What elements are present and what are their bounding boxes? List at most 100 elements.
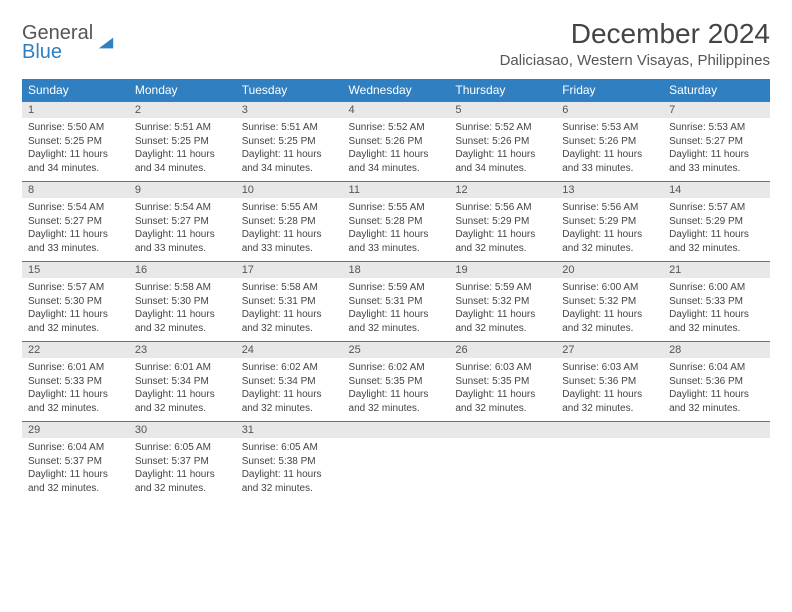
day-number: 31: [236, 422, 343, 438]
day-details: Sunrise: 6:02 AMSunset: 5:35 PMDaylight:…: [343, 358, 450, 421]
day-details: Sunrise: 5:55 AMSunset: 5:28 PMDaylight:…: [236, 198, 343, 261]
day-header: Saturday: [663, 79, 770, 102]
day-number: 25: [343, 342, 450, 358]
calendar-cell: 6Sunrise: 5:53 AMSunset: 5:26 PMDaylight…: [556, 102, 663, 182]
month-title: December 2024: [500, 18, 770, 50]
day-details: Sunrise: 6:00 AMSunset: 5:33 PMDaylight:…: [663, 278, 770, 341]
calendar-cell: 9Sunrise: 5:54 AMSunset: 5:27 PMDaylight…: [129, 182, 236, 262]
day-header: Wednesday: [343, 79, 450, 102]
day-header-row: Sunday Monday Tuesday Wednesday Thursday…: [22, 79, 770, 102]
day-number: 17: [236, 262, 343, 278]
day-number: 19: [449, 262, 556, 278]
title-block: December 2024 Daliciasao, Western Visaya…: [500, 18, 770, 69]
day-details: Sunrise: 5:57 AMSunset: 5:30 PMDaylight:…: [22, 278, 129, 341]
calendar-cell: [663, 422, 770, 502]
calendar-cell: 15Sunrise: 5:57 AMSunset: 5:30 PMDayligh…: [22, 262, 129, 342]
day-header: Tuesday: [236, 79, 343, 102]
calendar-cell: 23Sunrise: 6:01 AMSunset: 5:34 PMDayligh…: [129, 342, 236, 422]
calendar-cell: 16Sunrise: 5:58 AMSunset: 5:30 PMDayligh…: [129, 262, 236, 342]
day-number: 20: [556, 262, 663, 278]
day-number: 9: [129, 182, 236, 198]
calendar-cell: 3Sunrise: 5:51 AMSunset: 5:25 PMDaylight…: [236, 102, 343, 182]
calendar-cell: 12Sunrise: 5:56 AMSunset: 5:29 PMDayligh…: [449, 182, 556, 262]
day-header: Thursday: [449, 79, 556, 102]
calendar-cell: 10Sunrise: 5:55 AMSunset: 5:28 PMDayligh…: [236, 182, 343, 262]
calendar-row: 22Sunrise: 6:01 AMSunset: 5:33 PMDayligh…: [22, 342, 770, 422]
calendar-cell: 28Sunrise: 6:04 AMSunset: 5:36 PMDayligh…: [663, 342, 770, 422]
calendar-cell: 1Sunrise: 5:50 AMSunset: 5:25 PMDaylight…: [22, 102, 129, 182]
calendar-cell: 25Sunrise: 6:02 AMSunset: 5:35 PMDayligh…: [343, 342, 450, 422]
day-number-empty: [343, 422, 450, 438]
day-details: Sunrise: 5:53 AMSunset: 5:27 PMDaylight:…: [663, 118, 770, 181]
day-details: Sunrise: 5:59 AMSunset: 5:31 PMDaylight:…: [343, 278, 450, 341]
calendar-row: 1Sunrise: 5:50 AMSunset: 5:25 PMDaylight…: [22, 102, 770, 182]
day-number: 10: [236, 182, 343, 198]
day-number: 6: [556, 102, 663, 118]
day-number: 14: [663, 182, 770, 198]
day-details: Sunrise: 5:57 AMSunset: 5:29 PMDaylight:…: [663, 198, 770, 261]
header: General Blue December 2024 Daliciasao, W…: [22, 18, 770, 69]
day-number: 2: [129, 102, 236, 118]
calendar-row: 29Sunrise: 6:04 AMSunset: 5:37 PMDayligh…: [22, 422, 770, 502]
day-number: 8: [22, 182, 129, 198]
logo-text: General Blue: [22, 24, 93, 62]
day-header: Sunday: [22, 79, 129, 102]
day-details: Sunrise: 5:52 AMSunset: 5:26 PMDaylight:…: [449, 118, 556, 181]
day-number: 3: [236, 102, 343, 118]
day-details: Sunrise: 6:01 AMSunset: 5:33 PMDaylight:…: [22, 358, 129, 421]
day-number: 22: [22, 342, 129, 358]
logo-triangle-icon: [97, 34, 115, 52]
day-number: 30: [129, 422, 236, 438]
day-details: Sunrise: 5:56 AMSunset: 5:29 PMDaylight:…: [449, 198, 556, 261]
calendar-cell: [556, 422, 663, 502]
day-details: Sunrise: 5:54 AMSunset: 5:27 PMDaylight:…: [129, 198, 236, 261]
day-details: Sunrise: 5:56 AMSunset: 5:29 PMDaylight:…: [556, 198, 663, 261]
day-details: Sunrise: 6:05 AMSunset: 5:38 PMDaylight:…: [236, 438, 343, 501]
calendar-cell: 2Sunrise: 5:51 AMSunset: 5:25 PMDaylight…: [129, 102, 236, 182]
day-details: Sunrise: 6:03 AMSunset: 5:35 PMDaylight:…: [449, 358, 556, 421]
day-number: 26: [449, 342, 556, 358]
calendar-cell: [449, 422, 556, 502]
day-number: 15: [22, 262, 129, 278]
calendar-cell: 22Sunrise: 6:01 AMSunset: 5:33 PMDayligh…: [22, 342, 129, 422]
calendar-cell: 18Sunrise: 5:59 AMSunset: 5:31 PMDayligh…: [343, 262, 450, 342]
calendar-cell: 24Sunrise: 6:02 AMSunset: 5:34 PMDayligh…: [236, 342, 343, 422]
day-details: Sunrise: 5:58 AMSunset: 5:30 PMDaylight:…: [129, 278, 236, 341]
day-details: Sunrise: 5:55 AMSunset: 5:28 PMDaylight:…: [343, 198, 450, 261]
day-details: Sunrise: 6:04 AMSunset: 5:36 PMDaylight:…: [663, 358, 770, 421]
calendar-table: Sunday Monday Tuesday Wednesday Thursday…: [22, 79, 770, 501]
day-details: Sunrise: 6:01 AMSunset: 5:34 PMDaylight:…: [129, 358, 236, 421]
day-details: Sunrise: 5:51 AMSunset: 5:25 PMDaylight:…: [129, 118, 236, 181]
logo-word-bottom: Blue: [22, 41, 62, 63]
day-number: 24: [236, 342, 343, 358]
day-number-empty: [663, 422, 770, 438]
calendar-cell: 31Sunrise: 6:05 AMSunset: 5:38 PMDayligh…: [236, 422, 343, 502]
day-number: 28: [663, 342, 770, 358]
calendar-cell: 5Sunrise: 5:52 AMSunset: 5:26 PMDaylight…: [449, 102, 556, 182]
day-number: 13: [556, 182, 663, 198]
calendar-cell: 19Sunrise: 5:59 AMSunset: 5:32 PMDayligh…: [449, 262, 556, 342]
calendar-cell: 8Sunrise: 5:54 AMSunset: 5:27 PMDaylight…: [22, 182, 129, 262]
day-number: 1: [22, 102, 129, 118]
calendar-cell: 7Sunrise: 5:53 AMSunset: 5:27 PMDaylight…: [663, 102, 770, 182]
calendar-cell: 21Sunrise: 6:00 AMSunset: 5:33 PMDayligh…: [663, 262, 770, 342]
day-details: Sunrise: 5:58 AMSunset: 5:31 PMDaylight:…: [236, 278, 343, 341]
calendar-cell: 14Sunrise: 5:57 AMSunset: 5:29 PMDayligh…: [663, 182, 770, 262]
day-number: 11: [343, 182, 450, 198]
day-number: 5: [449, 102, 556, 118]
day-number: 18: [343, 262, 450, 278]
calendar-cell: 17Sunrise: 5:58 AMSunset: 5:31 PMDayligh…: [236, 262, 343, 342]
day-header: Monday: [129, 79, 236, 102]
logo: General Blue: [22, 18, 115, 62]
calendar-row: 15Sunrise: 5:57 AMSunset: 5:30 PMDayligh…: [22, 262, 770, 342]
day-number-empty: [556, 422, 663, 438]
calendar-cell: 11Sunrise: 5:55 AMSunset: 5:28 PMDayligh…: [343, 182, 450, 262]
calendar-cell: 20Sunrise: 6:00 AMSunset: 5:32 PMDayligh…: [556, 262, 663, 342]
day-number: 16: [129, 262, 236, 278]
day-details: Sunrise: 5:59 AMSunset: 5:32 PMDaylight:…: [449, 278, 556, 341]
calendar-cell: 29Sunrise: 6:04 AMSunset: 5:37 PMDayligh…: [22, 422, 129, 502]
day-number: 27: [556, 342, 663, 358]
calendar-cell: 30Sunrise: 6:05 AMSunset: 5:37 PMDayligh…: [129, 422, 236, 502]
calendar-cell: [343, 422, 450, 502]
day-details: Sunrise: 5:50 AMSunset: 5:25 PMDaylight:…: [22, 118, 129, 181]
